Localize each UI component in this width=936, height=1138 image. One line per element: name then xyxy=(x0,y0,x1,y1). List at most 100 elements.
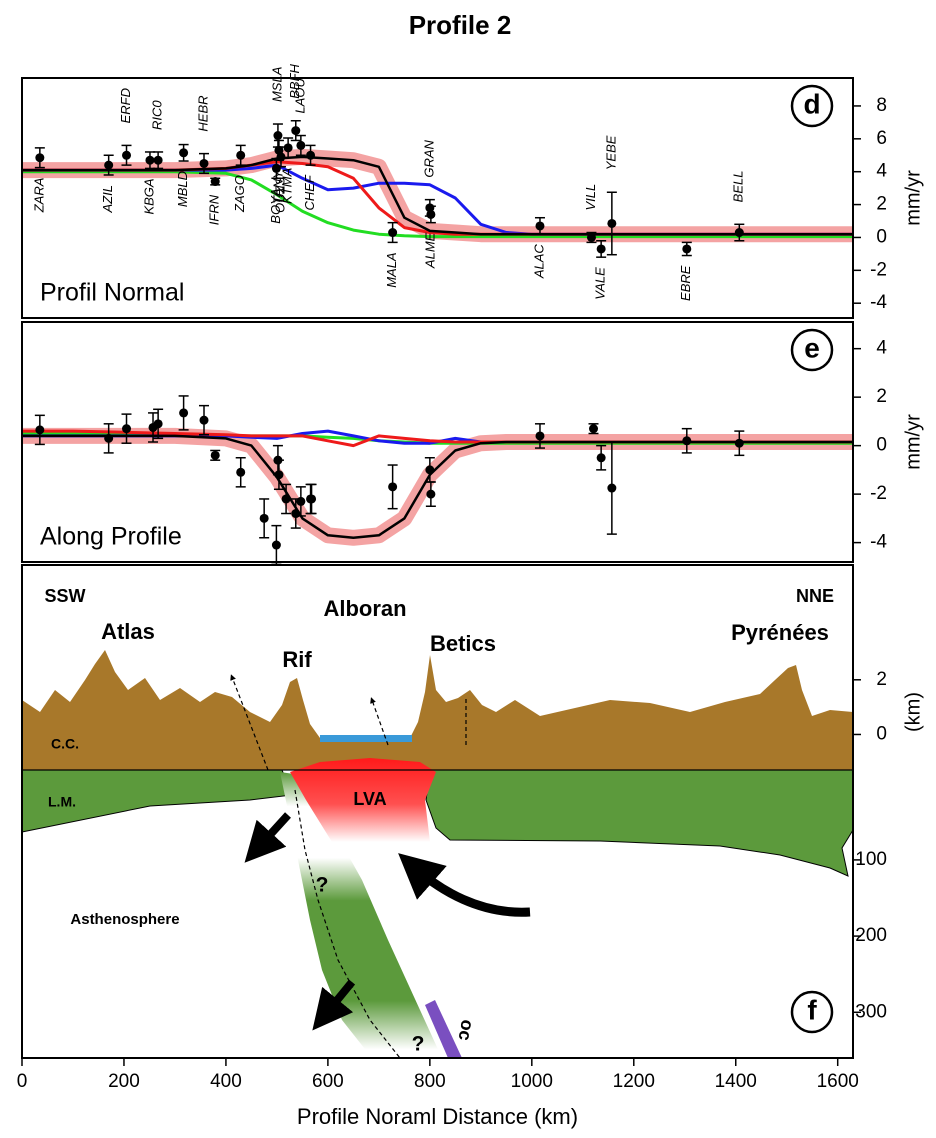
y-tick-label: 4 xyxy=(876,161,887,182)
station-point xyxy=(273,131,282,140)
station-point xyxy=(284,143,293,152)
station-label: BELL xyxy=(731,170,746,202)
section-label: NNE xyxy=(796,586,834,606)
figure: Profile 2 ZARAAZILERFDKBGARIC0MBLDHEBRIF… xyxy=(0,0,936,1138)
station-label: AZIL xyxy=(100,185,115,213)
y-tick-label: 0 xyxy=(876,723,887,744)
y-tick-label: 6 xyxy=(876,128,887,149)
x-tick-label: 400 xyxy=(210,1071,242,1092)
y2-tick-label: 100 xyxy=(855,849,887,870)
station-label: ALAC xyxy=(531,244,546,280)
station-point xyxy=(200,159,209,168)
station-point xyxy=(426,210,435,219)
section-label: ? xyxy=(412,1033,425,1056)
panel-annotation: Profil Normal xyxy=(40,279,184,307)
panel-letter: d xyxy=(803,88,820,119)
section-label: ? xyxy=(316,874,329,897)
station-point xyxy=(388,228,397,237)
station-label: HEBR xyxy=(195,95,210,131)
y-tick-label: 0 xyxy=(876,226,887,247)
station-point xyxy=(236,151,245,160)
station-point xyxy=(597,453,606,462)
station-label: ZAGO xyxy=(232,175,247,213)
y-tick-label: 2 xyxy=(876,194,887,215)
y-tick-label: 0 xyxy=(876,435,887,456)
station-label: RIC0 xyxy=(150,100,165,130)
station-point xyxy=(296,141,305,150)
station-point xyxy=(274,470,283,479)
station-point xyxy=(35,425,44,434)
x-tick-label: 1600 xyxy=(817,1071,859,1092)
station-label: GRAN xyxy=(421,139,436,177)
station-label: ZARA xyxy=(31,178,46,214)
panel-letter: f xyxy=(807,994,817,1025)
section-label: oc xyxy=(455,1018,478,1042)
x-tick-label: 600 xyxy=(312,1071,344,1092)
station-point xyxy=(236,468,245,477)
x-tick-label: 1200 xyxy=(613,1071,655,1092)
station-label: CHEF xyxy=(302,174,317,210)
y-axis-label: (km) xyxy=(902,692,924,732)
station-point xyxy=(272,541,281,550)
section-label: Alboran xyxy=(323,596,406,621)
station-point xyxy=(211,451,220,460)
station-point xyxy=(276,152,285,161)
station-point xyxy=(145,156,154,165)
station-point xyxy=(291,126,300,135)
station-point xyxy=(122,424,131,433)
station-label: ALME xyxy=(422,232,437,269)
panel-annotation: Along Profile xyxy=(40,523,182,551)
station-label: KBGA xyxy=(141,178,156,214)
station-label: EBRE xyxy=(678,265,693,301)
station-label: LAOU xyxy=(292,78,307,114)
station-point xyxy=(682,244,691,253)
station-point xyxy=(104,434,113,443)
section-label: SSW xyxy=(44,586,85,606)
station-point xyxy=(735,228,744,237)
section-label: Rif xyxy=(282,647,312,672)
section-label: C.C. xyxy=(51,736,79,752)
station-label: YEBE xyxy=(603,135,618,170)
station-point xyxy=(154,419,163,428)
section-label: LVA xyxy=(353,789,386,809)
station-point xyxy=(282,494,291,503)
station-point xyxy=(607,484,616,493)
y2-tick-label: 200 xyxy=(855,925,887,946)
station-point xyxy=(200,416,209,425)
station-point xyxy=(179,408,188,417)
station-point xyxy=(104,161,113,170)
station-point xyxy=(122,151,131,160)
station-point xyxy=(607,219,616,228)
station-point xyxy=(535,431,544,440)
station-label: MALA xyxy=(384,252,399,287)
y2-tick-label: 300 xyxy=(855,1001,887,1022)
station-point xyxy=(426,490,435,499)
x-tick-label: 200 xyxy=(108,1071,140,1092)
station-point xyxy=(211,177,220,186)
station-point xyxy=(35,153,44,162)
station-point xyxy=(589,424,598,433)
station-point xyxy=(535,221,544,230)
station-label: IFRN xyxy=(207,194,222,225)
x-tick-label: 800 xyxy=(414,1071,446,1092)
y-axis-label: mm/yr xyxy=(902,414,924,470)
station-point xyxy=(587,233,596,242)
y-tick-label: -4 xyxy=(870,292,887,313)
x-tick-label: 1400 xyxy=(715,1071,757,1092)
y-tick-label: 2 xyxy=(876,386,887,407)
station-label: KTMA xyxy=(280,168,295,204)
y-tick-label: -2 xyxy=(870,483,887,504)
station-point xyxy=(179,148,188,157)
x-tick-label: 1000 xyxy=(511,1071,553,1092)
y-axis-label: mm/yr xyxy=(902,170,924,226)
sea xyxy=(320,735,412,742)
section-label: Atlas xyxy=(101,619,155,644)
station-point xyxy=(597,244,606,253)
station-label: VALE xyxy=(593,267,608,300)
section-label: Asthenosphere xyxy=(70,911,179,928)
y-tick-label: -2 xyxy=(870,259,887,280)
station-label: MBLD xyxy=(175,171,190,207)
station-point xyxy=(154,156,163,165)
y-tick-label: 4 xyxy=(876,338,887,359)
station-point xyxy=(682,436,691,445)
